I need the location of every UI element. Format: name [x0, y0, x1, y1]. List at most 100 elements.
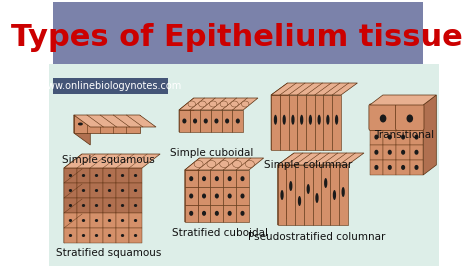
Bar — [129, 213, 142, 228]
Bar — [286, 165, 295, 225]
Bar — [74, 115, 139, 133]
Text: Stratified cuboidal: Stratified cuboidal — [172, 228, 268, 238]
Bar — [410, 145, 423, 160]
Bar — [410, 160, 423, 175]
Bar — [198, 205, 210, 222]
Ellipse shape — [134, 174, 137, 177]
Polygon shape — [423, 95, 436, 175]
Bar — [223, 187, 236, 205]
Ellipse shape — [108, 219, 111, 222]
Ellipse shape — [289, 181, 292, 191]
Ellipse shape — [318, 115, 321, 125]
Ellipse shape — [401, 135, 405, 140]
Bar — [77, 228, 90, 243]
Ellipse shape — [95, 189, 98, 192]
Ellipse shape — [401, 150, 405, 155]
Bar — [210, 170, 223, 187]
Polygon shape — [271, 83, 288, 150]
Ellipse shape — [82, 204, 85, 207]
Ellipse shape — [82, 234, 85, 237]
Bar — [232, 110, 243, 132]
Ellipse shape — [95, 234, 98, 237]
Bar — [289, 95, 297, 150]
Bar — [339, 165, 347, 225]
Bar — [64, 228, 77, 243]
Bar — [223, 205, 236, 222]
Ellipse shape — [189, 211, 193, 216]
Bar — [90, 168, 103, 183]
FancyBboxPatch shape — [369, 104, 397, 131]
Polygon shape — [64, 154, 82, 243]
Ellipse shape — [241, 101, 249, 107]
Bar — [295, 165, 304, 225]
Text: Types of Epithelium tissue: Types of Epithelium tissue — [11, 23, 463, 52]
Ellipse shape — [374, 135, 378, 140]
Bar — [210, 205, 223, 222]
Ellipse shape — [335, 115, 338, 125]
Ellipse shape — [130, 123, 136, 126]
Bar — [103, 168, 116, 183]
Polygon shape — [179, 98, 194, 132]
Bar — [116, 168, 129, 183]
Bar — [297, 95, 306, 150]
Ellipse shape — [210, 101, 217, 107]
Bar — [64, 198, 77, 213]
Text: Simple columnar: Simple columnar — [264, 160, 352, 170]
Bar — [315, 95, 323, 150]
Ellipse shape — [134, 219, 137, 222]
Ellipse shape — [233, 160, 242, 168]
Ellipse shape — [194, 160, 203, 168]
Bar — [179, 110, 190, 132]
Bar — [323, 95, 332, 150]
Ellipse shape — [281, 190, 283, 200]
Ellipse shape — [401, 165, 405, 170]
Ellipse shape — [121, 189, 124, 192]
Polygon shape — [185, 158, 200, 222]
Ellipse shape — [292, 115, 294, 125]
Bar — [116, 198, 129, 213]
Polygon shape — [185, 158, 264, 170]
Bar — [90, 198, 103, 213]
Ellipse shape — [108, 174, 111, 177]
Bar — [396, 145, 410, 160]
Bar — [313, 165, 321, 225]
Ellipse shape — [82, 189, 85, 192]
Ellipse shape — [202, 193, 206, 198]
Ellipse shape — [189, 176, 193, 181]
Ellipse shape — [108, 189, 111, 192]
Ellipse shape — [240, 211, 245, 216]
Ellipse shape — [414, 165, 419, 170]
Bar — [198, 187, 210, 205]
Ellipse shape — [228, 211, 232, 216]
FancyBboxPatch shape — [396, 104, 424, 131]
Ellipse shape — [388, 165, 392, 170]
Ellipse shape — [388, 150, 392, 155]
Polygon shape — [74, 115, 90, 145]
Ellipse shape — [240, 176, 245, 181]
Text: Stratified squamous: Stratified squamous — [55, 248, 161, 258]
Ellipse shape — [121, 219, 124, 222]
Ellipse shape — [298, 196, 301, 206]
Ellipse shape — [215, 211, 219, 216]
Ellipse shape — [188, 101, 195, 107]
Bar — [103, 198, 116, 213]
Bar — [90, 183, 103, 198]
Bar — [116, 213, 129, 228]
Bar — [330, 165, 339, 225]
Bar — [49, 64, 439, 266]
Ellipse shape — [69, 219, 72, 222]
Ellipse shape — [95, 174, 98, 177]
Ellipse shape — [228, 193, 232, 198]
Bar — [222, 110, 232, 132]
Bar — [201, 110, 211, 132]
Bar — [396, 160, 410, 175]
Ellipse shape — [207, 160, 216, 168]
Polygon shape — [74, 115, 156, 127]
Ellipse shape — [407, 114, 413, 122]
Bar — [129, 198, 142, 213]
Bar — [280, 95, 289, 150]
Ellipse shape — [214, 118, 219, 123]
Ellipse shape — [315, 193, 319, 203]
Ellipse shape — [189, 193, 193, 198]
Bar — [370, 145, 383, 160]
